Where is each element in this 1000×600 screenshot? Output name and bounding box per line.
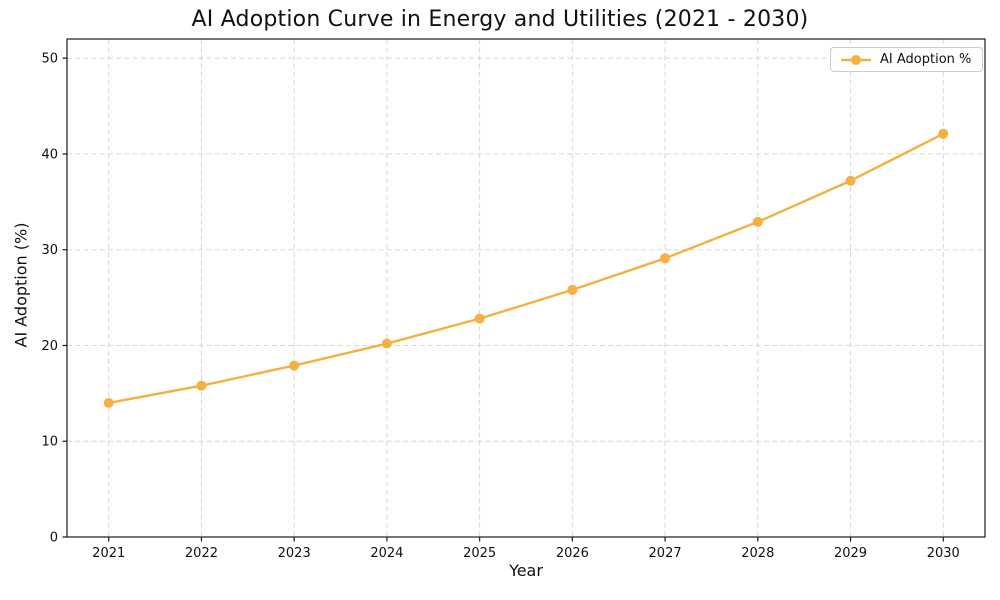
data-point-2030 bbox=[938, 128, 949, 139]
data-point-2024 bbox=[381, 338, 392, 349]
data-point-2028 bbox=[752, 216, 763, 227]
x-tick-label: 2023 bbox=[278, 546, 311, 561]
x-tick-label: 2025 bbox=[463, 546, 496, 561]
x-tick-label: 2024 bbox=[370, 546, 403, 561]
data-point-2027 bbox=[660, 253, 671, 264]
y-tick-label: 30 bbox=[41, 243, 58, 258]
legend: AI Adoption % bbox=[830, 47, 984, 72]
x-tick-label: 2029 bbox=[834, 546, 867, 561]
plot-border bbox=[66, 38, 986, 538]
chart-title: AI Adoption Curve in Energy and Utilitie… bbox=[191, 7, 809, 32]
x-tick-label: 2022 bbox=[185, 546, 218, 561]
y-tick-label: 40 bbox=[41, 147, 58, 162]
data-point-2023 bbox=[289, 360, 300, 371]
data-point-2025 bbox=[474, 313, 485, 324]
data-point-2029 bbox=[845, 175, 856, 186]
series-line bbox=[107, 132, 945, 405]
y-tick-label: 50 bbox=[41, 52, 58, 67]
y-tick-label: 20 bbox=[41, 339, 58, 354]
x-tick-label: 2021 bbox=[92, 546, 125, 561]
y-axis-label: AI Adoption (%) bbox=[11, 222, 31, 348]
y-tick-label: 0 bbox=[50, 531, 58, 546]
y-tick-label: 10 bbox=[41, 435, 58, 450]
x-tick-label: 2026 bbox=[556, 546, 589, 561]
data-point-2022 bbox=[196, 380, 207, 391]
x-tick-label: 2028 bbox=[741, 546, 774, 561]
data-point-2021 bbox=[103, 397, 114, 408]
legend-line-marker-icon bbox=[841, 54, 871, 65]
data-point-2026 bbox=[567, 284, 578, 295]
legend-label: AI Adoption % bbox=[880, 52, 972, 67]
x-tick-label: 2030 bbox=[927, 546, 960, 561]
x-axis-label: Year bbox=[509, 561, 543, 580]
x-tick-label: 2027 bbox=[649, 546, 682, 561]
